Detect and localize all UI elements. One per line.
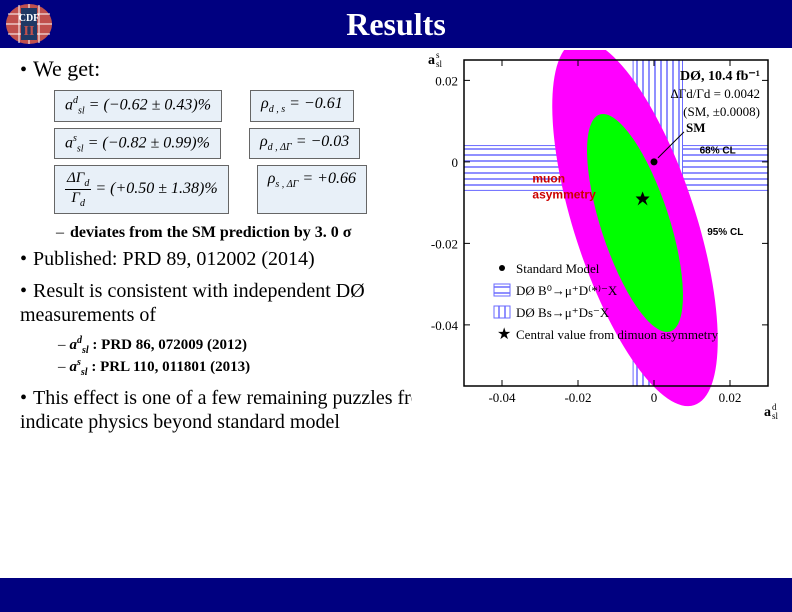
equation-row-1: adsl = (−0.62 ± 0.43)% ρd , s = −0.61 — [54, 90, 412, 122]
svg-text:-0.04: -0.04 — [488, 390, 516, 405]
svg-text:-0.02: -0.02 — [564, 390, 591, 405]
svg-text:sl: sl — [436, 59, 443, 69]
equation-row-2: assl = (−0.82 ± 0.99)% ρd , ΔΓ = −0.03 — [54, 128, 412, 160]
logo-ii-text: II — [24, 24, 35, 39]
bullet-published: •Published: PRD 89, 012002 (2014) — [20, 248, 420, 271]
eq-rho-ds: ρd , s = −0.61 — [250, 90, 354, 122]
svg-text:-0.04: -0.04 — [431, 318, 459, 333]
eq-asl-s: assl = (−0.82 ± 0.99)% — [54, 128, 221, 160]
svg-text:0.02: 0.02 — [719, 390, 742, 405]
bullet-we-get: •We get: — [20, 56, 412, 82]
svg-text:Central value from dimuon asym: Central value from dimuon asymmetry — [516, 327, 719, 342]
svg-text:ΔΓd/Γd = 0.0042: ΔΓd/Γd = 0.0042 — [670, 86, 760, 101]
svg-text:68% CL: 68% CL — [700, 146, 736, 157]
svg-text:SM: SM — [686, 120, 706, 135]
svg-text:a: a — [428, 53, 435, 68]
svg-text:a: a — [764, 405, 771, 420]
eq-rho-ddg: ρd , ΔΓ = −0.03 — [249, 128, 360, 160]
svg-text:muon: muon — [532, 171, 565, 185]
eq-asl-d: adsl = (−0.62 ± 0.43)% — [54, 90, 222, 122]
svg-text:sl: sl — [772, 411, 779, 420]
footer-bar — [0, 578, 792, 612]
svg-text:DØ Bs→μ⁺Ds⁻X: DØ Bs→μ⁺Ds⁻X — [516, 305, 610, 320]
we-get-label: We get: — [33, 56, 100, 81]
svg-text:DØ B⁰→μ⁺D⁽*⁾⁻X: DØ B⁰→μ⁺D⁽*⁾⁻X — [516, 283, 618, 298]
cdf-logo: CDF II — [4, 2, 54, 46]
asymmetry-chart: -0.04-0.0200.02-0.04-0.0200.02adslasslSM… — [412, 50, 782, 420]
svg-text:95% CL: 95% CL — [707, 227, 743, 238]
svg-text:0.02: 0.02 — [435, 73, 458, 88]
svg-text:asymmetry: asymmetry — [532, 188, 596, 202]
eq-dgamma: ΔΓdΓd = (+0.50 ± 1.38)% — [54, 165, 229, 214]
eq-rho-sdg: ρs , ΔΓ = +0.66 — [257, 165, 367, 214]
slide-title: Results — [346, 6, 446, 43]
svg-text:★: ★ — [497, 326, 511, 343]
bullet-consistent: •Result is consistent with independent D… — [20, 279, 420, 327]
equation-row-3: ΔΓdΓd = (+0.50 ± 1.38)% ρs , ΔΓ = +0.66 — [54, 165, 412, 214]
svg-text:0: 0 — [452, 155, 459, 170]
svg-text:0: 0 — [651, 390, 658, 405]
title-bar: CDF II Results — [0, 0, 792, 48]
bullet-deviates: –deviates from the SM prediction by 3. 0… — [72, 224, 412, 242]
svg-text:DØ, 10.4 fb⁻¹: DØ, 10.4 fb⁻¹ — [680, 69, 760, 84]
svg-text:(SM, ±0.0008): (SM, ±0.0008) — [683, 104, 760, 119]
logo-cdf-text: CDF — [19, 13, 40, 24]
svg-text:Standard Model: Standard Model — [516, 261, 600, 276]
svg-text:-0.02: -0.02 — [431, 236, 458, 251]
